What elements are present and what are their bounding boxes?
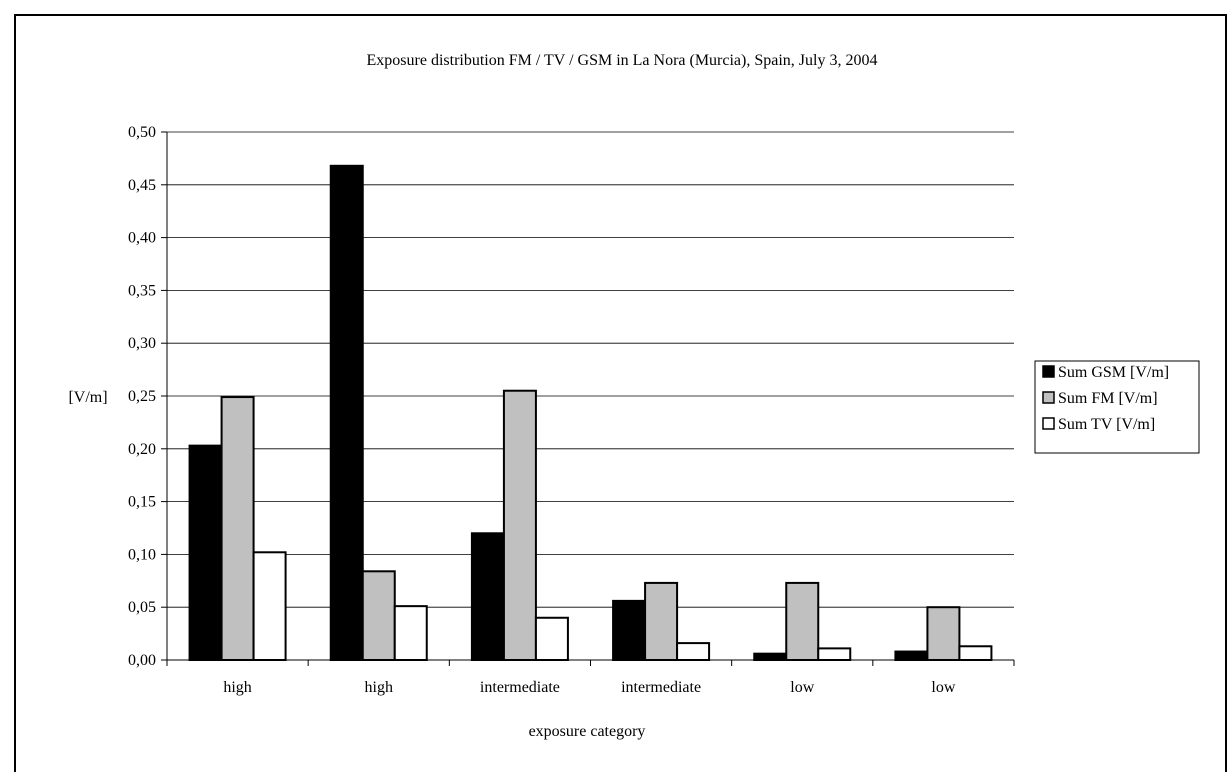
x-axis-label: exposure category	[529, 723, 646, 740]
gridlines	[167, 131, 1014, 608]
x-tick-label: intermediate	[480, 679, 560, 696]
x-tick-label: high	[223, 679, 251, 696]
bar-tv	[958, 645, 993, 661]
y-axis-label: [V/m]	[68, 389, 107, 406]
bars	[188, 164, 993, 662]
legend-label: Sum GSM [V/m]	[1058, 364, 1169, 381]
y-tick-label: 0,10	[128, 546, 156, 563]
legend-label: Sum FM [V/m]	[1058, 390, 1158, 407]
bar-fm	[361, 570, 396, 662]
y-tick-label: 0,35	[128, 282, 156, 299]
legend-label: Sum TV [V/m]	[1058, 416, 1155, 433]
y-tick-label: 0,25	[128, 388, 156, 405]
chart-frame	[14, 14, 1227, 772]
bar-gsm	[329, 164, 364, 662]
bar-fm	[926, 606, 961, 662]
y-tick-label: 0,15	[128, 494, 156, 511]
bar-tv	[534, 616, 569, 662]
bar-fm	[785, 581, 820, 661]
y-tick-label: 0,05	[128, 599, 156, 616]
y-tick-label: 0,00	[128, 652, 156, 669]
y-tick-label: 0,30	[128, 335, 156, 352]
x-tick-label: high	[365, 679, 393, 696]
bar-gsm	[894, 650, 929, 662]
y-tick-label: 0,45	[128, 177, 156, 194]
bar-tv	[817, 647, 852, 661]
bar-gsm	[612, 599, 647, 662]
y-tick-label: 0,50	[128, 124, 156, 141]
bar-gsm	[470, 532, 505, 662]
legend-swatch	[1042, 365, 1055, 378]
x-tick-label: low	[790, 679, 814, 696]
legend-box	[1034, 360, 1200, 454]
legend-swatch	[1042, 417, 1055, 430]
bar-fm	[644, 581, 679, 661]
bar-tv	[393, 605, 428, 661]
y-tick-labels: 0,00 0,05 0,10 0,15 0,20 0,25 0,30 0,35 0,40 0,45…	[128, 124, 156, 669]
y-tick-label: 0,40	[128, 230, 156, 247]
x-tick-label: low	[931, 679, 955, 696]
legend: Sum GSM [V/m] Sum FM [V/m] Sum TV [V/m]	[1034, 360, 1200, 454]
chart-title: Exposure distribution FM / TV / GSM in L…	[367, 52, 878, 69]
axes	[161, 131, 1015, 666]
legend-swatch	[1042, 391, 1055, 404]
bar-tv	[252, 551, 287, 662]
bar-tv	[676, 642, 711, 662]
x-tick-label: intermediate	[621, 679, 701, 696]
bar-gsm	[753, 652, 788, 662]
bar-fm	[220, 396, 255, 661]
y-tick-label: 0,20	[128, 441, 156, 458]
x-tick-labels: high high intermediate intermediate low low	[223, 679, 956, 696]
bar-gsm	[188, 444, 223, 661]
bar-fm	[502, 389, 537, 661]
